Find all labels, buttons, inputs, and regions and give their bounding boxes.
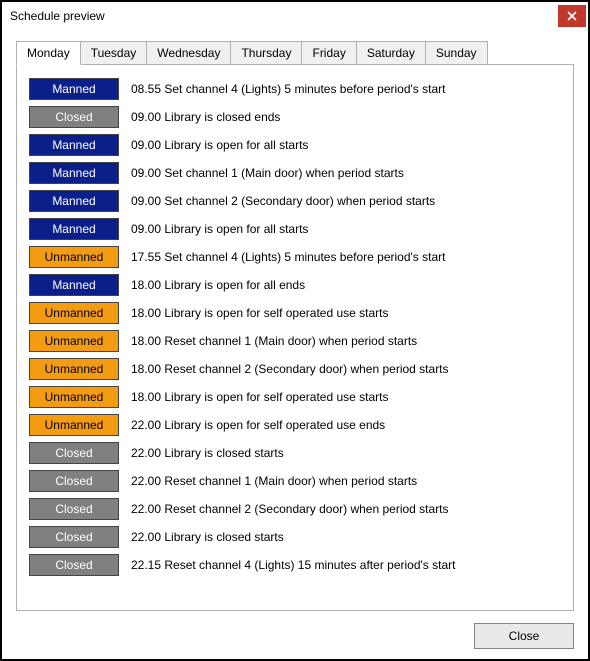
status-badge: Closed [29,498,119,520]
status-badge: Unmanned [29,358,119,380]
status-badge-label: Manned [52,222,95,236]
event-row: Closed 22.00 Reset channel 2 (Secondary d… [29,497,561,521]
event-row: Manned 09.00 Library is open for all star… [29,217,561,241]
window-title: Schedule preview [10,9,105,23]
status-badge-label: Closed [55,502,92,516]
event-row: Manned 18.00 Library is open for all ends [29,273,561,297]
status-badge: Manned [29,78,119,100]
status-badge-label: Manned [52,138,95,152]
status-badge-label: Unmanned [45,418,104,432]
event-text: 17.55 Set channel 4 (Lights) 5 minutes b… [119,250,445,264]
tab-label: Friday [312,46,345,60]
event-text: 18.00 Reset channel 2 (Secondary door) w… [119,362,449,376]
tab-label: Sunday [436,46,477,60]
status-badge-label: Closed [55,110,92,124]
status-badge-label: Unmanned [45,362,104,376]
event-row: Manned 09.00 Set channel 2 (Secondary doo… [29,189,561,213]
schedule-preview-window: Schedule preview Monday Tuesday Wednesday T… [0,0,590,661]
status-badge: Closed [29,106,119,128]
status-badge: Unmanned [29,414,119,436]
event-text: 22.00 Library is closed starts [119,530,284,544]
status-badge-label: Manned [52,278,95,292]
status-badge-label: Manned [52,166,95,180]
event-text: 22.00 Reset channel 1 (Main door) when p… [119,474,417,488]
event-list: Manned 08.55 Set channel 4 (Lights) 5 min… [29,77,561,577]
dialog-footer: Close [2,615,588,659]
close-button[interactable]: Close [474,623,574,649]
status-badge-label: Manned [52,194,95,208]
status-badge: Unmanned [29,330,119,352]
event-row: Manned 09.00 Set channel 1 (Main door) wh… [29,161,561,185]
event-row: Closed 22.00 Library is closed starts [29,441,561,465]
tabs-row: Monday Tuesday Wednesday Thursday Friday Satu… [16,40,574,64]
event-row: Manned 08.55 Set channel 4 (Lights) 5 min… [29,77,561,101]
event-text: 22.00 Library is open for self operated … [119,418,385,432]
event-text: 09.00 Set channel 1 (Main door) when per… [119,166,404,180]
content-area: Monday Tuesday Wednesday Thursday Friday Satu… [2,30,588,615]
status-badge-label: Unmanned [45,250,104,264]
event-text: 18.00 Library is open for self operated … [119,390,388,404]
event-text: 08.55 Set channel 4 (Lights) 5 minutes b… [119,82,445,96]
event-text: 22.00 Library is closed starts [119,446,284,460]
event-row: Unmanned 18.00 Reset channel 1 (Main door… [29,329,561,353]
status-badge-label: Manned [52,82,95,96]
status-badge-label: Closed [55,558,92,572]
event-row: Unmanned 18.00 Reset channel 2 (Secondary… [29,357,561,381]
tab-friday[interactable]: Friday [301,41,356,64]
tab-saturday[interactable]: Saturday [356,41,426,64]
tab-thursday[interactable]: Thursday [230,41,302,64]
status-badge: Manned [29,190,119,212]
tab-tuesday[interactable]: Tuesday [80,41,148,64]
event-row: Closed 22.00 Reset channel 1 (Main door) … [29,469,561,493]
tab-label: Tuesday [91,46,137,60]
event-row: Closed 22.15 Reset channel 4 (Lights) 15 … [29,553,561,577]
status-badge-label: Closed [55,446,92,460]
status-badge-label: Unmanned [45,390,104,404]
titlebar: Schedule preview [2,2,588,30]
event-row: Unmanned 18.00 Library is open for self o… [29,301,561,325]
event-row: Unmanned 17.55 Set channel 4 (Lights) 5 m… [29,245,561,269]
status-badge: Manned [29,274,119,296]
status-badge: Closed [29,442,119,464]
event-text: 22.00 Reset channel 2 (Secondary door) w… [119,502,449,516]
event-row: Unmanned 18.00 Library is open for self o… [29,385,561,409]
status-badge: Manned [29,134,119,156]
event-text: 22.15 Reset channel 4 (Lights) 15 minute… [119,558,455,572]
event-text: 18.00 Library is open for all ends [119,278,305,292]
event-text: 09.00 Library is open for all starts [119,222,308,236]
tab-label: Thursday [241,46,291,60]
event-text: 18.00 Reset channel 1 (Main door) when p… [119,334,417,348]
tab-label: Monday [27,46,70,60]
event-row: Closed 22.00 Library is closed starts [29,525,561,549]
status-badge-label: Closed [55,474,92,488]
tab-wednesday[interactable]: Wednesday [146,41,231,64]
close-button-label: Close [509,629,540,643]
status-badge-label: Unmanned [45,334,104,348]
event-text: 18.00 Library is open for self operated … [119,306,388,320]
tab-monday[interactable]: Monday [16,41,81,65]
event-row: Manned 09.00 Library is open for all star… [29,133,561,157]
event-text: 09.00 Library is closed ends [119,110,280,124]
tab-sunday[interactable]: Sunday [425,41,488,64]
status-badge: Unmanned [29,386,119,408]
status-badge: Closed [29,554,119,576]
status-badge: Manned [29,162,119,184]
status-badge-label: Unmanned [45,306,104,320]
event-text: 09.00 Set channel 2 (Secondary door) whe… [119,194,435,208]
status-badge: Unmanned [29,246,119,268]
event-row: Closed 09.00 Library is closed ends [29,105,561,129]
event-row: Unmanned 22.00 Library is open for self o… [29,413,561,437]
status-badge-label: Closed [55,530,92,544]
window-close-icon[interactable] [558,5,586,27]
status-badge: Closed [29,470,119,492]
status-badge: Closed [29,526,119,548]
tab-panel-monday: Manned 08.55 Set channel 4 (Lights) 5 min… [16,64,574,611]
status-badge: Unmanned [29,302,119,324]
tab-label: Wednesday [157,46,220,60]
status-badge: Manned [29,218,119,240]
event-text: 09.00 Library is open for all starts [119,138,308,152]
tab-label: Saturday [367,46,415,60]
